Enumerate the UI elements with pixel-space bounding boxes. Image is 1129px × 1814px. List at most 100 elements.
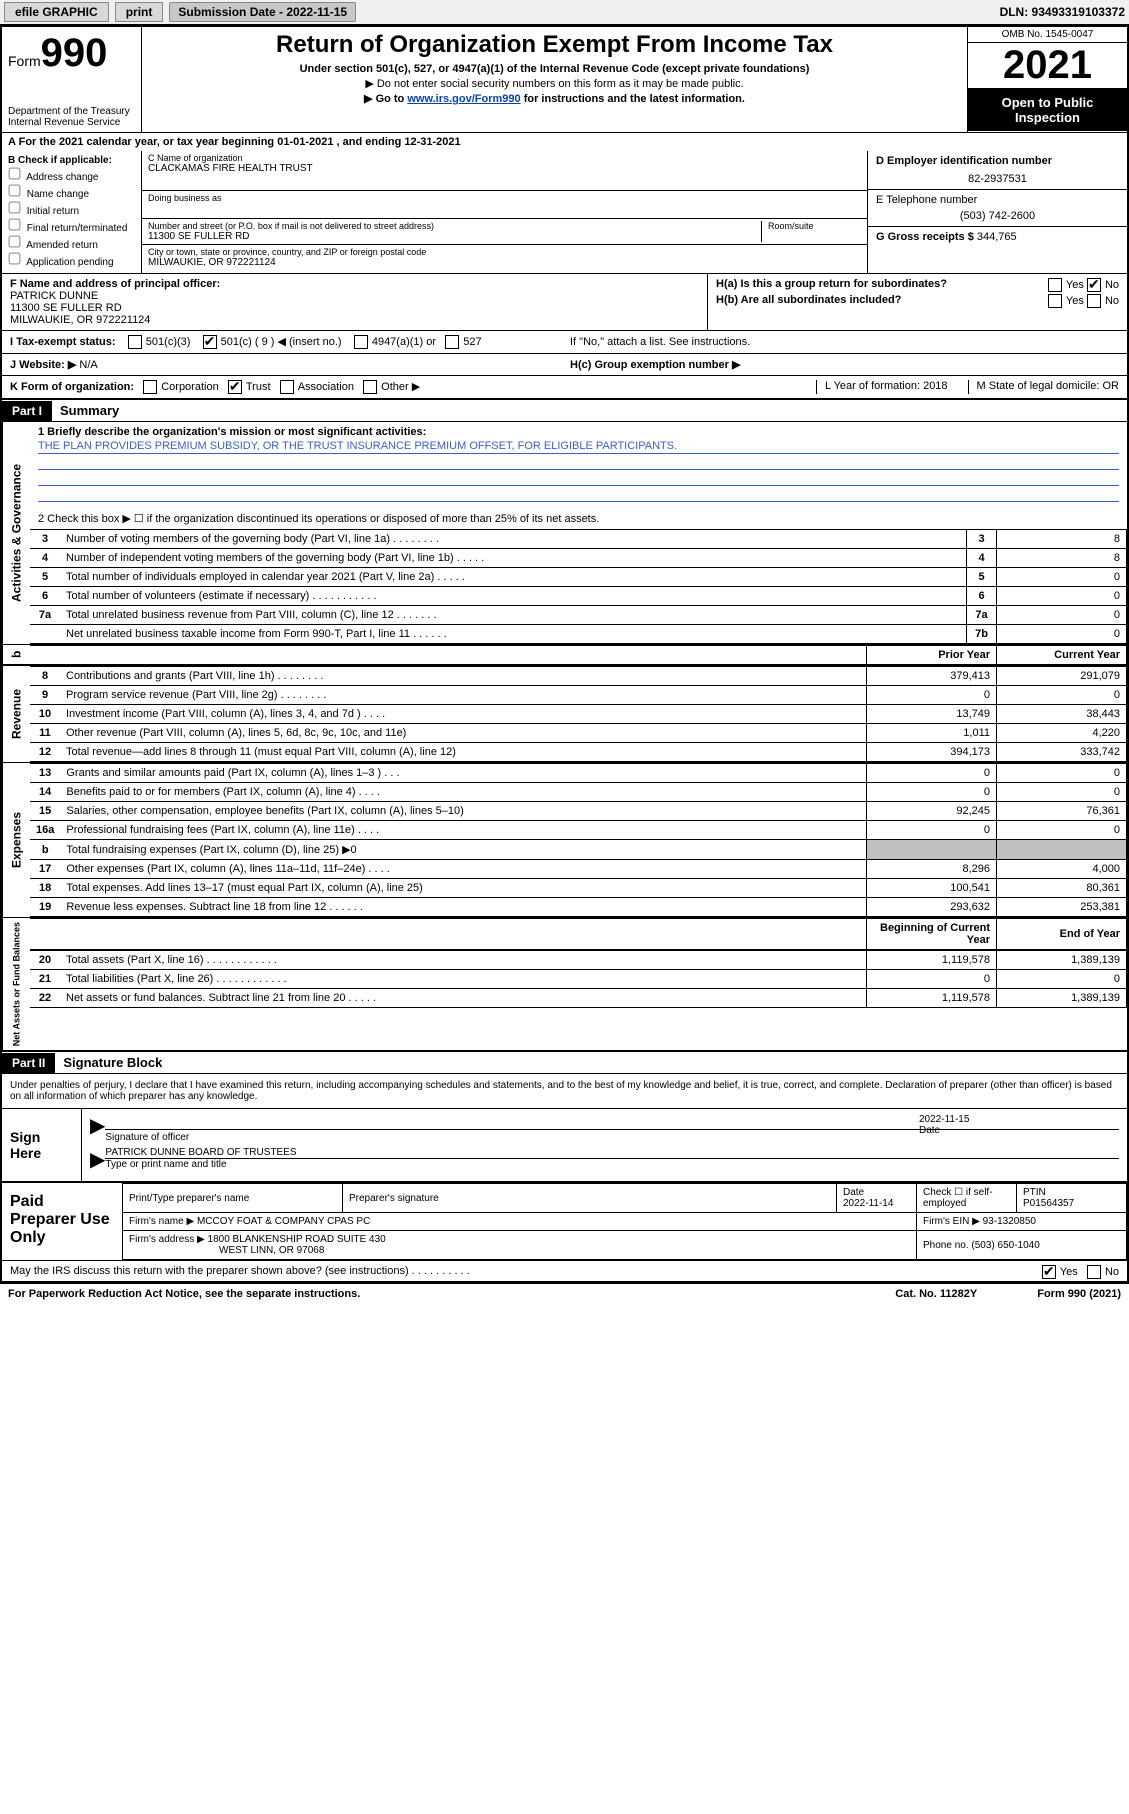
status-527-checkbox[interactable] (445, 335, 459, 349)
open-inspection-badge: Open to Public Inspection (968, 89, 1127, 131)
org-name-label: C Name of organization (148, 153, 861, 163)
activities-governance-label: Activities & Governance (2, 422, 30, 644)
print-button[interactable]: print (115, 2, 164, 22)
ptin-label: PTIN (1023, 1187, 1046, 1198)
penalties-text: Under penalties of perjury, I declare th… (2, 1074, 1127, 1109)
table-row: bTotal fundraising expenses (Part IX, co… (30, 840, 1127, 860)
box-b-checklist: B Check if applicable: Address change Na… (2, 151, 142, 273)
form-footer: Form 990 (2021) (1037, 1288, 1121, 1300)
officer-addr1: 11300 SE FULLER RD (10, 302, 699, 314)
status-501c-checkbox[interactable] (203, 335, 217, 349)
ein-value: 82-2937531 (876, 173, 1119, 185)
boy-header: Beginning of Current Year (867, 919, 997, 950)
status-4947-checkbox[interactable] (354, 335, 368, 349)
self-employed-check[interactable]: Check ☐ if self-employed (917, 1184, 1017, 1213)
mission-text: THE PLAN PROVIDES PREMIUM SUBSIDY, OR TH… (38, 440, 1119, 454)
ein-label: D Employer identification number (876, 155, 1119, 167)
org-assoc-checkbox[interactable] (280, 380, 294, 394)
irs-link[interactable]: www.irs.gov/Form990 (407, 93, 520, 105)
omb-number: OMB No. 1545-0047 (968, 27, 1127, 43)
paperwork-notice: For Paperwork Reduction Act Notice, see … (8, 1288, 360, 1300)
dln-label: DLN: 93493319103372 (1000, 5, 1125, 19)
hb-yes-checkbox[interactable] (1048, 294, 1062, 308)
name-title-label: Type or print name and title (105, 1158, 1119, 1170)
arrow-icon: ▶ (90, 1113, 105, 1143)
arrow-icon: ▶ (90, 1147, 105, 1172)
table-row: 17Other expenses (Part IX, column (A), l… (30, 860, 1127, 879)
top-toolbar: efile GRAPHIC print Submission Date - 20… (0, 0, 1129, 25)
checkbox-application-pending[interactable]: Application pending (8, 252, 135, 268)
form-number: Form990 (8, 31, 135, 76)
ha-no-checkbox[interactable] (1087, 278, 1101, 292)
org-trust-checkbox[interactable] (228, 380, 242, 394)
officer-addr2: MILWAUKIE, OR 972221124 (10, 314, 699, 326)
firm-ein-label: Firm's EIN ▶ (923, 1216, 980, 1227)
preparer-sig-header: Preparer's signature (343, 1184, 837, 1213)
officer-label: F Name and address of principal officer: (10, 278, 699, 290)
instructions-note: ▶ Go to www.irs.gov/Form990 for instruct… (150, 92, 959, 105)
table-row: 10Investment income (Part VIII, column (… (30, 705, 1127, 724)
firm-name-label: Firm's name ▶ (129, 1216, 194, 1227)
current-year-header: Current Year (997, 646, 1127, 665)
firm-addr2: WEST LINN, OR 97068 (219, 1245, 324, 1256)
table-row: 8Contributions and grants (Part VIII, li… (30, 667, 1127, 686)
checkbox-initial-return[interactable]: Initial return (8, 201, 135, 217)
ssn-note: ▶ Do not enter social security numbers o… (150, 77, 959, 90)
tax-status-label: I Tax-exempt status: (10, 336, 116, 348)
expenses-label: Expenses (2, 763, 30, 917)
table-row: 4Number of independent voting members of… (30, 549, 1127, 568)
hb-question: H(b) Are all subordinates included? Yes … (716, 294, 1119, 306)
table-row: 14Benefits paid to or for members (Part … (30, 783, 1127, 802)
firm-addr-label: Firm's address ▶ (129, 1234, 205, 1245)
sig-date-label: Date (919, 1125, 940, 1136)
hb-no-checkbox[interactable] (1087, 294, 1101, 308)
part-ii-header: Part II (2, 1053, 55, 1073)
prep-date-value: 2022-11-14 (843, 1198, 893, 1209)
status-501c3-checkbox[interactable] (128, 335, 142, 349)
form-org-label: K Form of organization: (10, 381, 134, 393)
form-subtitle: Under section 501(c), 527, or 4947(a)(1)… (150, 63, 959, 75)
org-other-checkbox[interactable] (363, 380, 377, 394)
table-row: 11Other revenue (Part VIII, column (A), … (30, 724, 1127, 743)
checkbox-final-return-terminated[interactable]: Final return/terminated (8, 218, 135, 234)
city-label: City or town, state or province, country… (148, 247, 861, 257)
part-i-header: Part I (2, 401, 52, 421)
table-row: 12Total revenue—add lines 8 through 11 (… (30, 743, 1127, 762)
room-label: Room/suite (768, 221, 861, 231)
net-assets-label: Net Assets or Fund Balances (2, 918, 30, 1050)
cat-no: Cat. No. 11282Y (895, 1288, 977, 1300)
dba-label: Doing business as (148, 193, 222, 216)
discuss-no-checkbox[interactable] (1087, 1265, 1101, 1279)
dept-label: Department of the Treasury (8, 106, 135, 117)
part-i-title: Summary (52, 400, 127, 421)
revenue-label: Revenue (2, 666, 30, 762)
period-row: A For the 2021 calendar year, or tax yea… (2, 133, 1127, 151)
irs-label: Internal Revenue Service (8, 117, 135, 128)
table-row: 19Revenue less expenses. Subtract line 1… (30, 898, 1127, 917)
phone-label: E Telephone number (876, 194, 1119, 206)
org-corp-checkbox[interactable] (143, 380, 157, 394)
table-row: 16aProfessional fundraising fees (Part I… (30, 821, 1127, 840)
table-row: 18Total expenses. Add lines 13–17 (must … (30, 879, 1127, 898)
submission-date-label: Submission Date - 2022-11-15 (169, 2, 356, 22)
city-state-zip: MILWAUKIE, OR 972221124 (148, 257, 861, 268)
mission-question: 1 Briefly describe the organization's mi… (38, 426, 1119, 438)
table-row: 3Number of voting members of the governi… (30, 530, 1127, 549)
preparer-name-header: Print/Type preparer's name (123, 1184, 343, 1213)
table-row: 15Salaries, other compensation, employee… (30, 802, 1127, 821)
checkbox-amended-return[interactable]: Amended return (8, 235, 135, 251)
form-header: Form990 Department of the Treasury Inter… (2, 27, 1127, 133)
ptin-value: P01564357 (1023, 1198, 1074, 1209)
checkbox-name-change[interactable]: Name change (8, 184, 135, 200)
org-name: CLACKAMAS FIRE HEALTH TRUST (148, 163, 861, 174)
officer-name: PATRICK DUNNE (10, 290, 699, 302)
table-row: 21Total liabilities (Part X, line 26) . … (30, 970, 1127, 989)
sig-date-value: 2022-11-15 (919, 1114, 1119, 1125)
table-row: 20Total assets (Part X, line 16) . . . .… (30, 951, 1127, 970)
ha-question: H(a) Is this a group return for subordin… (716, 278, 1119, 290)
table-row: 13Grants and similar amounts paid (Part … (30, 764, 1127, 783)
discuss-yes-checkbox[interactable] (1042, 1265, 1056, 1279)
firm-ein: 93-1320850 (983, 1216, 1036, 1227)
checkbox-address-change[interactable]: Address change (8, 167, 135, 183)
ha-yes-checkbox[interactable] (1048, 278, 1062, 292)
